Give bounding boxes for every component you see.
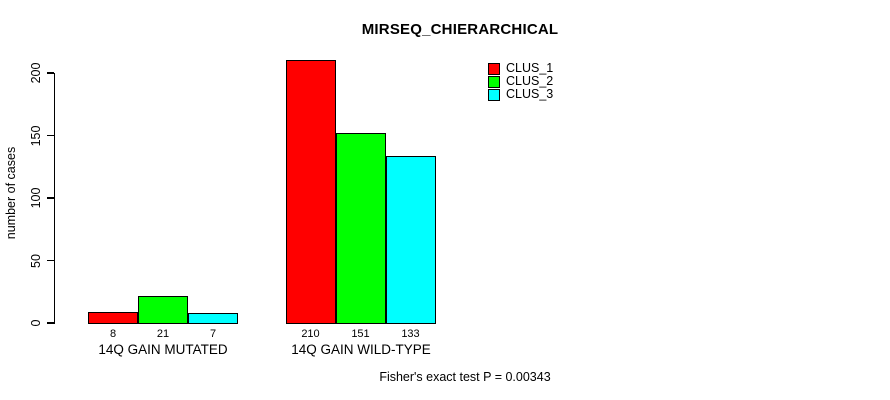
bar-clus_3-14q-gain-mutated [188, 313, 238, 324]
y-axis-tick [46, 322, 54, 324]
bar-clus_1-14q-gain-wild-type [285, 59, 336, 324]
legend-swatch-clus_1 [488, 62, 500, 75]
y-axis-tick [46, 72, 54, 74]
y-axis-line [53, 73, 55, 324]
legend-label: CLUS_3 [506, 87, 554, 101]
bar-value-label: 210 [301, 328, 320, 340]
bar-clus_3-14q-gain-wild-type [385, 155, 436, 324]
y-axis-tick-label: 0 [29, 319, 43, 327]
bar-value-label: 21 [156, 328, 170, 340]
legend: CLUS_1 CLUS_2 CLUS_3 [488, 62, 553, 101]
y-axis-tick-label: 50 [29, 253, 43, 268]
bar-value-label: 133 [401, 328, 420, 340]
bar-clus_1-14q-gain-mutated [88, 312, 138, 324]
bar-clus_2-14q-gain-mutated [138, 295, 188, 324]
y-axis-tick-label: 100 [29, 187, 43, 209]
legend-label: CLUS_2 [506, 74, 554, 88]
y-axis-tick-label: 200 [29, 62, 43, 84]
annotation-text: Fisher's exact test P = 0.00343 [379, 370, 551, 384]
chart-title: MIRSEQ_CHIERARCHICAL [361, 21, 559, 38]
legend-item-clus_3: CLUS_3 [488, 88, 553, 101]
legend-label: CLUS_1 [506, 61, 554, 75]
bar-clus_2-14q-gain-wild-type [335, 133, 386, 324]
y-axis-tick-label: 150 [29, 125, 43, 146]
legend-item-clus_1: CLUS_1 [488, 62, 553, 75]
legend-swatch-clus_2 [488, 75, 500, 88]
category-label-14q-gain-wild-type: 14Q GAIN WILD-TYPE [291, 342, 431, 357]
bar-value-label: 8 [109, 328, 117, 340]
bar-value-label: 7 [209, 328, 217, 340]
y-axis-tick [46, 197, 54, 199]
y-axis-tick [46, 259, 54, 262]
category-label-14q-gain-mutated: 14Q GAIN MUTATED [98, 342, 228, 357]
y-axis-tick [46, 134, 54, 137]
legend-item-clus_2: CLUS_2 [488, 75, 553, 88]
bar-value-label: 151 [351, 328, 370, 340]
legend-swatch-clus_3 [488, 88, 500, 101]
